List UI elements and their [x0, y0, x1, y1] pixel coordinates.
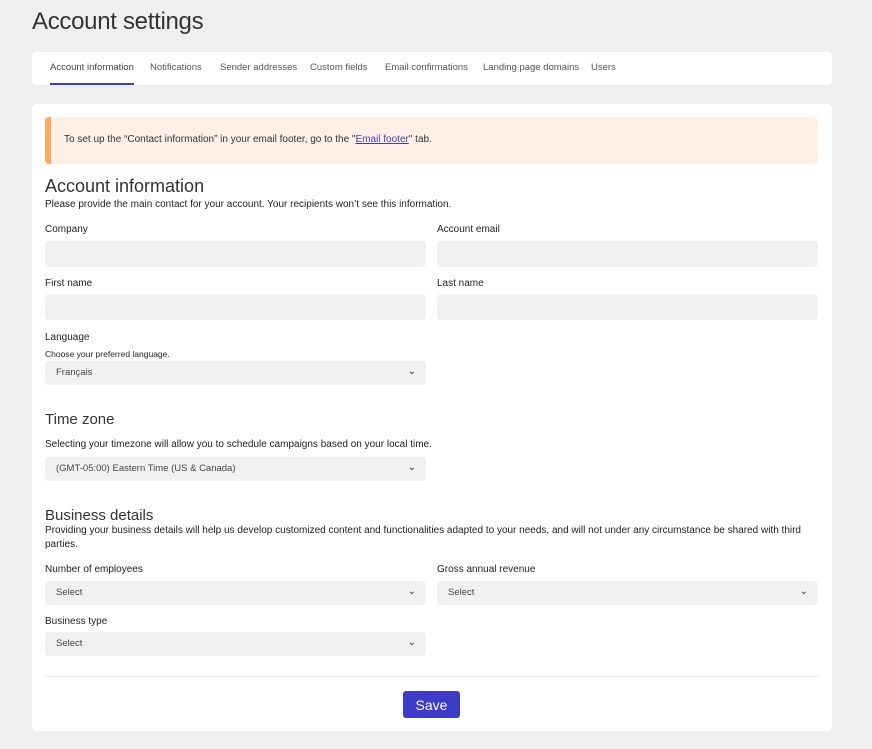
- business-details-heading: Business details: [45, 507, 154, 524]
- company-input[interactable]: [45, 241, 426, 267]
- tab-custom-fields[interactable]: Custom fields: [310, 62, 368, 73]
- last-name-input[interactable]: [437, 294, 818, 320]
- time-zone-select[interactable]: (GMT-05:00) Eastern Time (US & Canada) ⌄: [45, 457, 426, 481]
- employees-select[interactable]: Select ⌄: [45, 581, 426, 605]
- tab-sender-addresses[interactable]: Sender addresses: [220, 62, 298, 73]
- tab-notifications[interactable]: Notifications: [150, 62, 202, 73]
- revenue-label: Gross annual revenue: [437, 564, 536, 575]
- account-email-label: Account email: [437, 224, 500, 235]
- divider: [45, 676, 818, 677]
- language-label: Language: [45, 332, 90, 343]
- tab-users[interactable]: Users: [591, 62, 616, 73]
- tab-landing-page-domains[interactable]: Landing page domains: [483, 62, 580, 73]
- business-type-label: Business type: [45, 616, 108, 627]
- alert-text: To set up the “Contact information” in y…: [64, 134, 356, 145]
- time-zone-description: Selecting your timezone will allow you t…: [45, 439, 432, 450]
- chevron-down-icon: ⌄: [407, 462, 416, 473]
- chevron-down-icon: ⌄: [407, 366, 416, 377]
- language-value: Français: [56, 367, 93, 378]
- page-title: Account settings: [32, 8, 204, 35]
- chevron-down-icon: ⌄: [407, 586, 416, 597]
- save-button[interactable]: Save: [403, 691, 460, 718]
- business-details-description: Providing your business details will hel…: [45, 525, 801, 550]
- account-email-input[interactable]: [437, 241, 818, 267]
- revenue-select[interactable]: Select ⌄: [437, 581, 818, 605]
- language-hint: Choose your preferred language.: [45, 349, 170, 359]
- alert-text-end: " tab.: [408, 134, 432, 145]
- employees-value: Select: [56, 587, 83, 598]
- last-name-label: Last name: [437, 278, 484, 289]
- tab-account-information[interactable]: Account information: [50, 62, 134, 85]
- tab-email-confirmations[interactable]: Email confirmations: [385, 62, 468, 73]
- business-type-select[interactable]: Select ⌄: [45, 632, 426, 656]
- time-zone-value: (GMT-05:00) Eastern Time (US & Canada): [56, 463, 236, 474]
- employees-label: Number of employees: [45, 564, 143, 575]
- account-information-card: To set up the “Contact information” in y…: [32, 104, 832, 731]
- first-name-label: First name: [45, 278, 93, 289]
- time-zone-heading: Time zone: [45, 411, 115, 428]
- first-name-input[interactable]: [45, 294, 426, 320]
- business-type-value: Select: [56, 638, 83, 649]
- account-information-description: Please provide the main contact for your…: [45, 199, 452, 210]
- email-footer-link[interactable]: Email footer: [355, 134, 409, 145]
- account-information-heading: Account information: [45, 176, 205, 196]
- revenue-value: Select: [448, 587, 475, 598]
- settings-tabs: Account information Notifications Sender…: [32, 52, 832, 85]
- chevron-down-icon: ⌄: [407, 637, 416, 648]
- company-label: Company: [45, 224, 88, 235]
- language-select[interactable]: Français ⌄: [45, 361, 426, 385]
- email-footer-alert: To set up the “Contact information” in y…: [45, 117, 818, 164]
- chevron-down-icon: ⌄: [799, 586, 808, 597]
